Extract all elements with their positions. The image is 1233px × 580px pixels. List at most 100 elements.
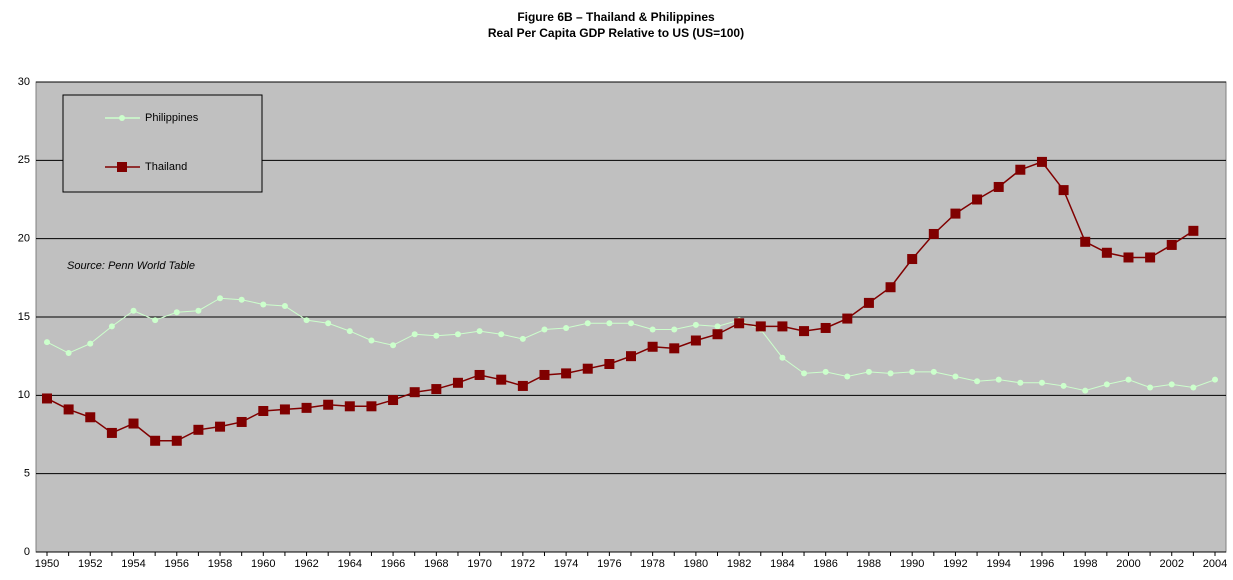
data-point — [930, 368, 937, 375]
data-point — [476, 328, 483, 335]
data-point — [712, 329, 723, 340]
data-point — [755, 321, 766, 332]
x-tick-label: 1996 — [1030, 558, 1054, 570]
y-tick-label: 25 — [18, 154, 30, 166]
data-point — [671, 326, 678, 333]
x-tick-label: 1976 — [597, 558, 621, 570]
data-point — [1038, 379, 1045, 386]
data-point — [344, 401, 355, 412]
legend-marker — [117, 162, 127, 172]
x-tick-label: 1956 — [165, 558, 189, 570]
data-point — [1036, 156, 1047, 167]
data-point — [1190, 384, 1197, 391]
y-tick-label: 10 — [18, 389, 30, 401]
y-tick-label: 5 — [24, 468, 30, 480]
x-tick-label: 1952 — [78, 558, 102, 570]
data-point — [1188, 225, 1199, 236]
x-tick-label: 1998 — [1073, 558, 1097, 570]
data-point — [692, 321, 699, 328]
x-tick-label: 2004 — [1203, 558, 1227, 570]
y-tick-label: 0 — [24, 546, 30, 558]
data-point — [517, 380, 528, 391]
data-point — [1082, 387, 1089, 394]
data-point — [171, 435, 182, 446]
data-point — [85, 412, 96, 423]
data-point — [887, 370, 894, 377]
data-point — [972, 194, 983, 205]
annotation: Source: Penn World Table — [67, 260, 195, 272]
x-tick-label: 2002 — [1159, 558, 1183, 570]
data-point — [950, 208, 961, 219]
x-tick-label: 1972 — [511, 558, 535, 570]
legend-marker — [119, 115, 125, 121]
data-point — [822, 368, 829, 375]
data-point — [647, 341, 658, 352]
data-point — [42, 393, 52, 404]
x-tick-label: 1964 — [338, 558, 362, 570]
data-point — [1145, 252, 1156, 263]
x-tick-label: 1960 — [251, 558, 275, 570]
x-tick-label: 1982 — [727, 558, 751, 570]
x-tick-label: 1992 — [943, 558, 967, 570]
data-point — [842, 313, 853, 324]
data-point — [604, 359, 615, 369]
data-point — [130, 307, 137, 314]
data-point — [258, 406, 269, 416]
chart-title: Figure 6B – Thailand & Philippines — [517, 10, 715, 24]
data-point — [433, 332, 440, 339]
data-point — [1101, 247, 1112, 258]
data-point — [390, 342, 397, 349]
chart-subtitle: Real Per Capita GDP Relative to US (US=1… — [488, 26, 744, 40]
data-point — [431, 384, 442, 395]
data-point — [1212, 376, 1218, 383]
data-point — [1015, 164, 1026, 175]
data-point — [820, 322, 831, 333]
x-tick-label: 1988 — [857, 558, 881, 570]
y-tick-label: 15 — [18, 311, 30, 323]
x-tick-label: 1968 — [424, 558, 448, 570]
data-point — [303, 317, 310, 324]
data-point — [628, 320, 634, 327]
data-point — [995, 376, 1002, 383]
data-point — [541, 326, 548, 333]
x-tick-label: 1954 — [121, 558, 145, 570]
data-point — [87, 340, 94, 347]
legend-label: Thailand — [145, 161, 187, 173]
data-point — [584, 320, 591, 327]
data-point — [799, 326, 810, 337]
data-point — [626, 351, 636, 362]
data-point — [454, 331, 461, 338]
x-tick-label: 1990 — [900, 558, 924, 570]
data-point — [409, 387, 420, 398]
x-tick-label: 1978 — [640, 558, 664, 570]
data-point — [844, 373, 851, 380]
data-point — [690, 335, 701, 346]
data-point — [388, 395, 399, 406]
data-point — [496, 374, 507, 385]
data-point — [909, 368, 916, 375]
x-tick-label: 1958 — [208, 558, 232, 570]
data-point — [346, 328, 353, 335]
data-point — [863, 297, 874, 308]
data-point — [582, 363, 593, 374]
data-point — [974, 378, 981, 385]
data-point — [150, 435, 161, 446]
data-point — [498, 331, 505, 338]
data-point — [44, 339, 50, 346]
data-point — [195, 307, 202, 314]
data-point — [952, 373, 959, 380]
legend-label: Philippines — [145, 112, 199, 124]
data-point — [885, 282, 896, 293]
x-tick-label: 1984 — [770, 558, 794, 570]
data-point — [561, 368, 572, 379]
data-point — [865, 368, 872, 375]
data-point — [1058, 185, 1069, 196]
data-point — [238, 296, 245, 303]
x-tick-label: 1980 — [684, 558, 708, 570]
data-point — [649, 326, 656, 333]
data-point — [260, 301, 267, 308]
data-point — [1080, 236, 1091, 247]
data-point — [563, 324, 570, 331]
x-tick-label: 2000 — [1116, 558, 1140, 570]
x-tick-label: 1986 — [813, 558, 837, 570]
